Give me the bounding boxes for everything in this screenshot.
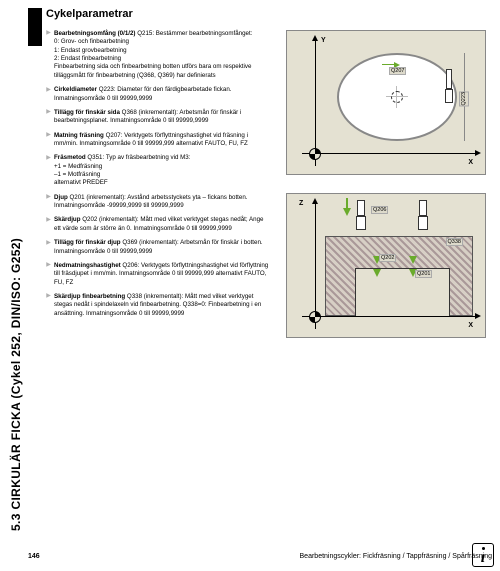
info-icon: ı bbox=[472, 543, 494, 567]
tool-icon bbox=[415, 200, 431, 238]
parameter-text: Skärdjup Q202 (inkrementalt): Mått med v… bbox=[54, 216, 263, 231]
parameter-title: Tillägg för finskär djup bbox=[54, 239, 122, 246]
parameter-item: ▶Djup Q201 (inkrementalt): Avstånd arbet… bbox=[46, 194, 271, 211]
label-q202: Q202 bbox=[379, 254, 396, 262]
bullet-icon: ▶ bbox=[46, 263, 51, 268]
content-area: Cykelparametrar ▶Bearbetningsomfång (0/1… bbox=[46, 8, 492, 543]
two-column-grid: ▶Bearbetningsomfång (0/1/2) Q215: Bestäm… bbox=[46, 30, 492, 324]
parameter-title: Tillägg för finskär sida bbox=[54, 109, 122, 116]
page-header: Cykelparametrar bbox=[46, 8, 492, 20]
parameter-text: Cirkeldiameter Q223: Diameter för den fä… bbox=[54, 86, 231, 101]
parameter-text: Matning fräsning Q207: Verktygets förfly… bbox=[54, 132, 248, 147]
parameter-text: Tillägg för finskär djup Q369 (inkrement… bbox=[54, 239, 263, 254]
origin-icon bbox=[309, 148, 321, 160]
bullet-icon: ▶ bbox=[46, 155, 51, 160]
parameter-subline: –1 = Motfräsning bbox=[54, 171, 271, 179]
y-axis bbox=[315, 39, 316, 166]
down-arrow-icon bbox=[373, 269, 381, 277]
diagram-top-view: Y X Q207 Q223 bbox=[286, 30, 486, 175]
parameter-item: ▶Skärdjup Q202 (inkrementalt): Mått med … bbox=[46, 216, 271, 233]
parameter-text: Djup Q201 (inkrementalt): Avstånd arbets… bbox=[54, 194, 248, 209]
parameter-title: Skärdjup bbox=[54, 216, 82, 223]
tool-icon bbox=[443, 69, 455, 107]
arrow-stem bbox=[346, 198, 348, 208]
bullet-icon: ▶ bbox=[46, 87, 51, 92]
parameter-item: ▶Skärdjup finbearbetning Q338 (inkrement… bbox=[46, 293, 271, 318]
parameter-list: ▶Bearbetningsomfång (0/1/2) Q215: Bestäm… bbox=[46, 30, 271, 318]
bullet-icon: ▶ bbox=[46, 195, 51, 200]
parameter-item: ▶Bearbetningsomfång (0/1/2) Q215: Bestäm… bbox=[46, 30, 271, 80]
parameter-subline: 0: Grov- och finbearbetning bbox=[54, 38, 271, 46]
parameter-item: ▶Tillägg för finskär djup Q369 (inkremen… bbox=[46, 239, 271, 256]
parameter-text: Bearbetningsomfång (0/1/2) Q215: Bestämm… bbox=[54, 30, 252, 37]
parameter-subline: +1 = Medfräsning bbox=[54, 163, 271, 171]
parameter-item: ▶Nedmatningshastighet Q206: Verktygets f… bbox=[46, 262, 271, 287]
down-arrow-icon bbox=[409, 256, 417, 264]
bullet-icon: ▶ bbox=[46, 240, 51, 245]
z-axis bbox=[315, 202, 316, 329]
parameter-title: Nedmatningshastighet bbox=[54, 262, 122, 269]
parameter-title: Bearbetningsomfång (0/1/2) bbox=[54, 30, 137, 37]
bullet-icon: ▶ bbox=[46, 31, 51, 36]
parameter-subline: alternativt PREDEF bbox=[54, 179, 271, 187]
bullet-icon: ▶ bbox=[46, 133, 51, 138]
parameter-subline: Finbearbetning sida och finbearbetning b… bbox=[54, 63, 271, 80]
z-axis-label: Z bbox=[299, 200, 303, 207]
x-axis bbox=[302, 153, 477, 154]
bullet-icon: ▶ bbox=[46, 217, 51, 222]
x-axis-label: X bbox=[468, 159, 473, 166]
bullet-icon: ▶ bbox=[46, 110, 51, 115]
page-footer: 146 Bearbetningscykler: Fickfräsning / T… bbox=[28, 547, 492, 565]
pocket-cross-section bbox=[355, 268, 450, 316]
page-number: 146 bbox=[28, 553, 40, 560]
down-arrow-icon bbox=[343, 208, 351, 216]
parameter-item: ▶Tillägg för finskär sida Q368 (inkremen… bbox=[46, 109, 271, 126]
diagram-side-view: Z X Q206 Q338 Q202 Q201 bbox=[286, 193, 486, 338]
parameter-text: Fräsmetod Q351: Typ av fräsbearbetning v… bbox=[54, 154, 190, 161]
parameter-text: Skärdjup finbearbetning Q338 (inkrementa… bbox=[54, 293, 261, 317]
label-q201: Q201 bbox=[415, 270, 432, 278]
center-marker-icon bbox=[391, 91, 403, 103]
parameter-subline: 1: Endast grovbearbetning bbox=[54, 47, 271, 55]
origin-icon bbox=[309, 311, 321, 323]
parameter-item: ▶Cirkeldiameter Q223: Diameter för den f… bbox=[46, 86, 271, 103]
parameter-title: Cirkeldiameter bbox=[54, 86, 99, 93]
label-q206: Q206 bbox=[371, 206, 388, 214]
parameter-item: ▶Matning fräsning Q207: Verktygets förfl… bbox=[46, 132, 271, 149]
y-axis-label: Y bbox=[321, 37, 326, 44]
parameter-title: Matning fräsning bbox=[54, 132, 106, 139]
footer-text: Bearbetningscykler: Fickfräsning / Tappf… bbox=[300, 553, 492, 560]
parameter-title: Djup bbox=[54, 194, 69, 201]
parameter-subline: 2: Endast finbearbetning bbox=[54, 55, 271, 63]
section-marker bbox=[28, 8, 42, 46]
bullet-icon: ▶ bbox=[46, 294, 51, 299]
page: 5.3 CIRKULÄR FICKA (Cykel 252, DIN/ISO: … bbox=[0, 0, 500, 571]
label-q338: Q338 bbox=[446, 238, 463, 246]
x-axis bbox=[302, 316, 477, 317]
parameter-text: Nedmatningshastighet Q206: Verktygets fö… bbox=[54, 262, 268, 286]
parameter-text: Tillägg för finskär sida Q368 (inkrement… bbox=[54, 109, 241, 124]
x-axis-label: X bbox=[468, 322, 473, 329]
label-q207: Q207 bbox=[389, 67, 406, 75]
parameter-title: Fräsmetod bbox=[54, 154, 87, 161]
diagram-column: Y X Q207 Q223 Z bbox=[286, 30, 486, 356]
label-q223: Q223 bbox=[459, 91, 469, 106]
parameter-item: ▶Fräsmetod Q351: Typ av fräsbearbetning … bbox=[46, 154, 271, 187]
vertical-section-title: 5.3 CIRKULÄR FICKA (Cykel 252, DIN/ISO: … bbox=[5, 8, 27, 531]
parameter-title: Skärdjup finbearbetning bbox=[54, 293, 127, 300]
tool-icon bbox=[353, 200, 369, 238]
